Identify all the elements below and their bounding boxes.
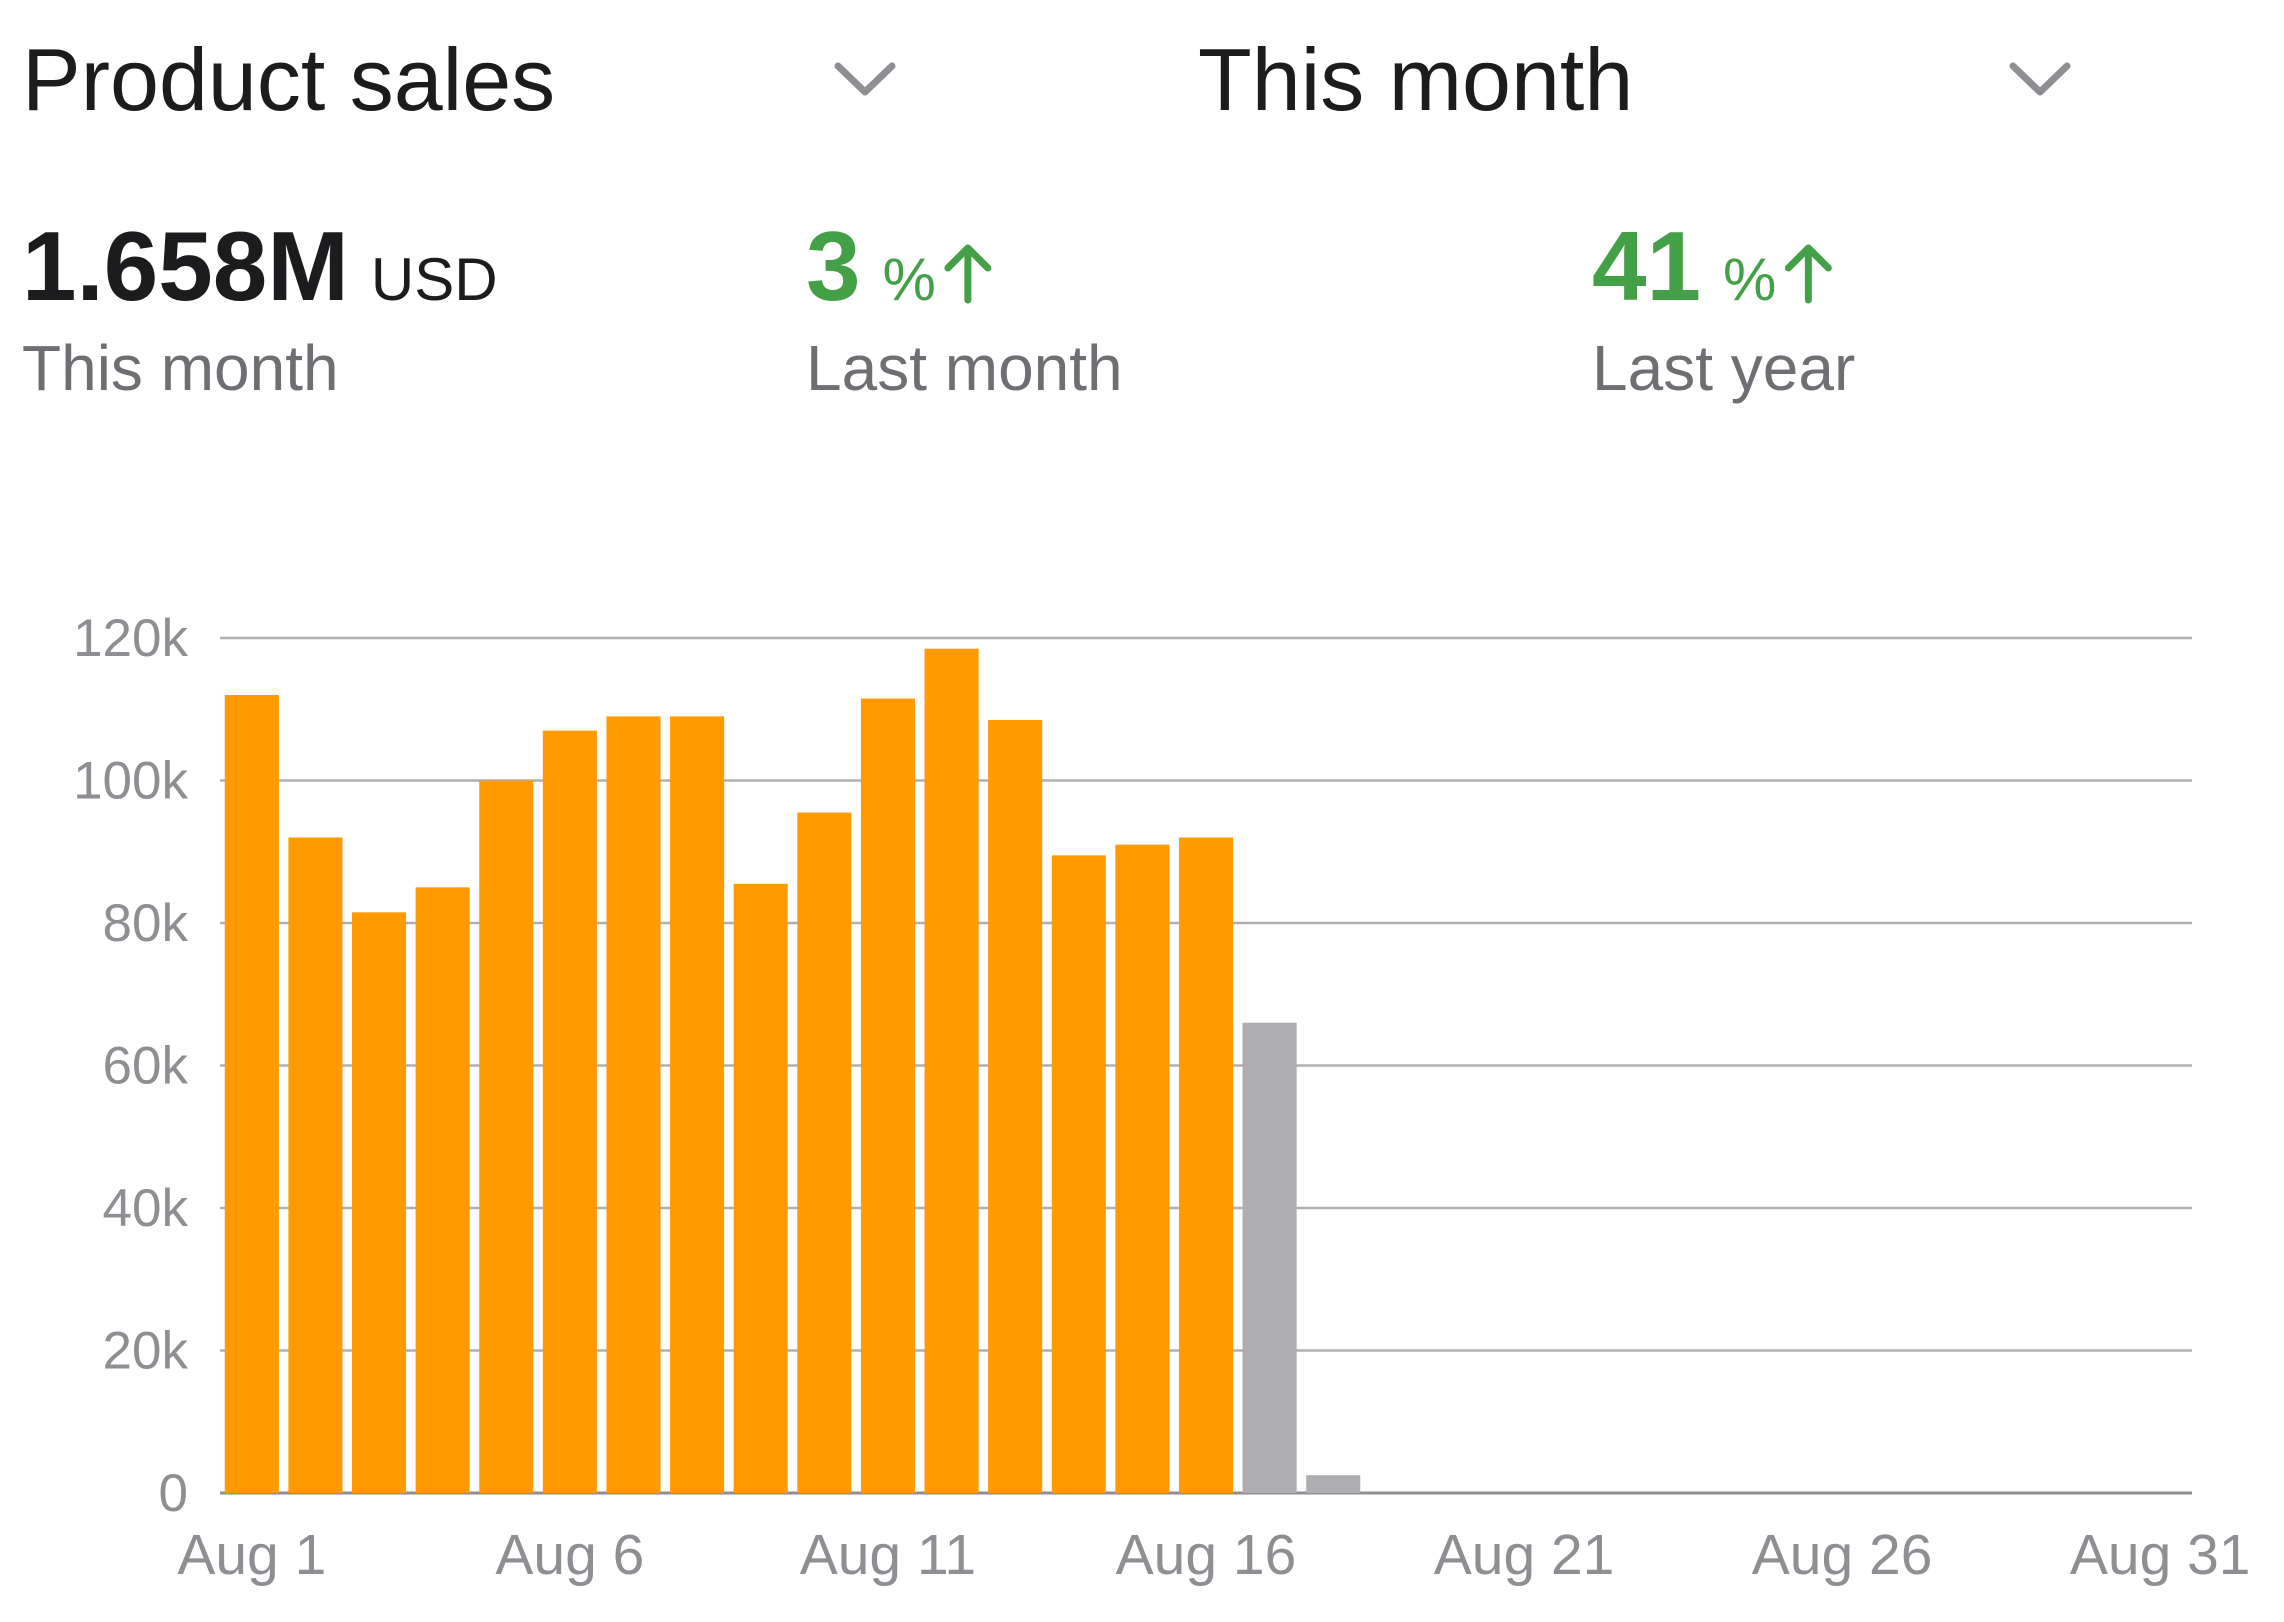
metric-value: 3	[806, 211, 861, 321]
bar-chart: 0 20k 40k 60k 80k 100k 120k Aug 1 Aug 6 Aug 11 Aug…	[73, 609, 2250, 1587]
metric-value: 1.658M	[22, 211, 349, 321]
y-tick-label: 80k	[103, 894, 189, 953]
bar	[670, 716, 725, 1493]
dropdown-label[interactable]: This month	[1198, 30, 1633, 129]
dropdown-label[interactable]: Product sales	[22, 30, 555, 129]
up-arrow	[1784, 244, 1832, 304]
y-tick-label: 40k	[103, 1179, 189, 1238]
x-tick-label: Aug 11	[800, 1523, 976, 1587]
metric-unit: USD	[371, 246, 498, 313]
bar	[733, 883, 788, 1493]
y-tick-label: 60k	[103, 1037, 189, 1096]
bar	[797, 812, 852, 1493]
x-tick-label: Aug 26	[1752, 1523, 1933, 1587]
bar	[1178, 837, 1234, 1493]
bar	[351, 912, 407, 1493]
bar	[224, 695, 279, 1493]
bar	[415, 887, 470, 1493]
bar	[1306, 1475, 1361, 1493]
metric-label: Last month	[806, 332, 1123, 404]
x-tick-label: Aug 16	[1116, 1523, 1297, 1587]
bar	[924, 648, 979, 1493]
chevron[interactable]	[834, 62, 896, 96]
bar	[288, 837, 343, 1493]
bar	[860, 698, 915, 1493]
bar	[606, 716, 661, 1493]
bar	[988, 719, 1043, 1493]
bar	[479, 780, 534, 1493]
x-tick-label: Aug 31	[2070, 1523, 2251, 1587]
chevron[interactable]	[2009, 62, 2071, 96]
period-dropdown[interactable]: This month	[1198, 30, 2071, 129]
metric-value: 41	[1592, 211, 1701, 321]
x-tick-label: Aug 6	[495, 1523, 644, 1587]
up-arrow	[944, 244, 992, 304]
metric-dropdown[interactable]: Product sales	[22, 30, 896, 129]
metric-label: This month	[22, 332, 339, 404]
y-tick-label: 120k	[73, 609, 188, 668]
bar	[542, 730, 597, 1493]
metric-unit: %	[1723, 246, 1776, 313]
metric-unit: %	[883, 246, 936, 313]
bar	[1051, 855, 1106, 1493]
bar	[1115, 844, 1170, 1493]
metric-label: Last year	[1592, 332, 1855, 404]
y-tick-label: 20k	[103, 1322, 189, 1381]
y-tick-label: 100k	[73, 752, 188, 811]
y-tick-label: 0	[159, 1464, 188, 1523]
bar	[1242, 1022, 1297, 1493]
x-tick-label: Aug 21	[1434, 1523, 1615, 1587]
x-tick-label: Aug 1	[177, 1523, 326, 1587]
